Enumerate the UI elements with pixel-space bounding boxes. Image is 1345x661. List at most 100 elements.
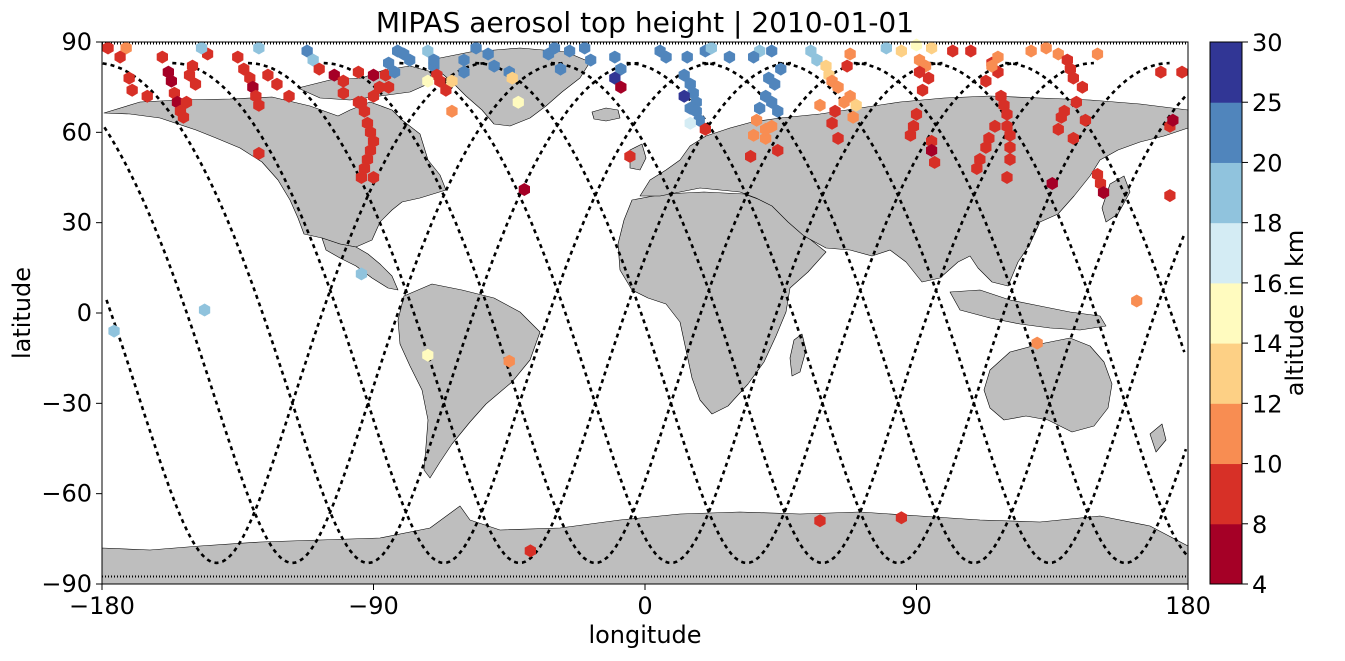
data-point xyxy=(1001,171,1013,184)
data-point xyxy=(926,134,938,148)
orbit-track xyxy=(247,61,792,565)
colorbar-segment xyxy=(1210,222,1242,284)
orbit-track xyxy=(777,61,1185,565)
colorbar-segment xyxy=(1210,463,1242,525)
data-point xyxy=(1164,189,1176,203)
data-point xyxy=(748,50,760,64)
x-tick-label: 0 xyxy=(637,592,652,620)
y-tick-label: 30 xyxy=(61,209,92,237)
data-point xyxy=(1067,71,1079,85)
data-point xyxy=(832,80,844,94)
data-point xyxy=(579,41,591,55)
data-point xyxy=(751,113,763,127)
land-australia xyxy=(983,337,1113,433)
data-point xyxy=(992,50,1004,64)
data-point xyxy=(1131,294,1143,308)
data-point xyxy=(379,68,392,82)
data-point xyxy=(470,41,482,55)
colorbar-tick-label: 8 xyxy=(1252,511,1267,539)
data-point xyxy=(1167,113,1179,127)
colorbar-tick-label: 14 xyxy=(1252,330,1283,358)
data-point xyxy=(1091,47,1104,61)
data-point xyxy=(564,44,576,58)
data-point xyxy=(585,53,597,67)
land-se-asia-islands xyxy=(949,289,1107,331)
data-point xyxy=(904,128,917,142)
data-point xyxy=(108,324,120,338)
colorbar-segment xyxy=(1210,102,1242,163)
data-point xyxy=(693,113,705,127)
data-point xyxy=(422,348,434,362)
data-point xyxy=(814,514,826,528)
data-point xyxy=(120,41,132,55)
colorbar-tick-label: 10 xyxy=(1252,451,1283,479)
data-point xyxy=(829,104,841,118)
data-point xyxy=(1052,47,1064,61)
data-point xyxy=(1076,80,1088,94)
orbit-track xyxy=(172,61,716,565)
data-point xyxy=(177,110,190,124)
data-point xyxy=(841,59,853,73)
orbit-track xyxy=(550,61,1094,565)
colorbar-tick-label: 4 xyxy=(1252,571,1267,599)
data-point xyxy=(1155,65,1167,79)
data-point xyxy=(1004,152,1016,166)
colorbar-frame xyxy=(1209,41,1243,585)
data-point xyxy=(428,53,440,67)
data-point xyxy=(440,83,452,97)
land-north-america xyxy=(103,96,447,248)
data-point xyxy=(850,98,862,112)
data-point xyxy=(895,44,907,58)
data-point xyxy=(826,116,838,130)
colorbar-tick-label: 25 xyxy=(1252,89,1283,117)
data-point xyxy=(253,41,265,55)
data-point xyxy=(506,71,518,85)
data-point xyxy=(156,50,168,64)
data-point xyxy=(844,47,856,61)
data-point xyxy=(1079,113,1092,127)
data-point xyxy=(446,104,458,118)
land-greenland xyxy=(429,47,591,127)
data-point xyxy=(283,89,295,103)
data-point xyxy=(271,77,283,91)
data-point xyxy=(195,41,208,55)
data-point xyxy=(367,171,380,184)
data-point xyxy=(745,149,757,163)
data-point xyxy=(141,89,153,103)
colorbar-segment xyxy=(1210,403,1242,465)
data-point xyxy=(926,41,938,55)
colorbar-tick-label: 30 xyxy=(1252,29,1283,57)
data-point xyxy=(1031,336,1043,350)
data-point xyxy=(434,74,446,88)
data-point xyxy=(980,140,992,154)
data-point xyxy=(1040,41,1052,55)
data-point xyxy=(422,44,434,58)
data-point xyxy=(615,62,627,76)
data-point xyxy=(367,68,380,82)
data-point xyxy=(301,44,313,58)
data-point xyxy=(910,107,923,121)
data-point xyxy=(754,101,766,115)
data-point xyxy=(352,95,364,109)
x-axis-label: longitude xyxy=(588,621,701,649)
data-point xyxy=(624,149,636,163)
data-point xyxy=(355,267,368,281)
land-british-isles xyxy=(629,143,647,171)
land-masses xyxy=(101,47,1189,585)
land-eurasia xyxy=(639,95,1189,287)
x-tick-label: 90 xyxy=(901,592,932,620)
data-point xyxy=(352,65,364,79)
data-point xyxy=(358,104,371,118)
data-point xyxy=(678,68,690,82)
data-point xyxy=(814,98,826,112)
data-point xyxy=(681,50,693,64)
data-point xyxy=(328,68,340,82)
data-point xyxy=(980,74,992,88)
orbit-track xyxy=(929,61,1188,556)
orbit-track xyxy=(853,61,1188,565)
data-point xyxy=(913,65,926,79)
data-point xyxy=(512,95,524,109)
orbit-track xyxy=(103,61,564,565)
chart-title: MIPAS aerosol top height | 2010-01-01 xyxy=(376,6,914,39)
